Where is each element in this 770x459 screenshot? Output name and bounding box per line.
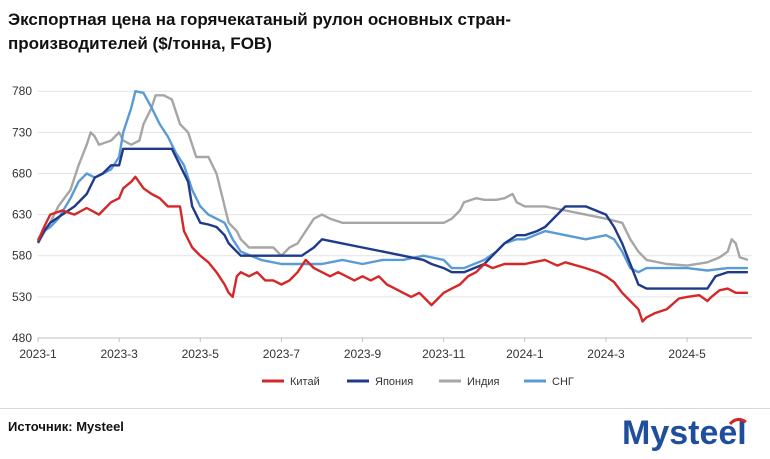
y-tick-label-530: 530 bbox=[12, 290, 32, 304]
x-tick-label-2023-1: 2023-1 bbox=[19, 347, 57, 361]
y-axis-ticks: 480 530 580 630 680 730 780 bbox=[12, 84, 32, 345]
x-tick-label-2023-3: 2023-3 bbox=[100, 347, 138, 361]
legend: Китай Япония Индия СНГ bbox=[262, 376, 574, 388]
x-tick-label-2024-5: 2024-5 bbox=[668, 347, 706, 361]
x-tick-label-2023-11: 2023-11 bbox=[422, 347, 465, 361]
y-tick-label-780: 780 bbox=[12, 84, 32, 98]
footer-divider bbox=[0, 408, 770, 409]
logo-wordmark: Mysteel bbox=[622, 414, 747, 452]
logo-swoosh bbox=[728, 417, 747, 426]
mysteel-logo: Mysteel bbox=[622, 414, 747, 452]
y-tick-label-680: 680 bbox=[12, 166, 32, 180]
legend-label-japan: Япония bbox=[375, 376, 413, 388]
y-tick-label-630: 630 bbox=[12, 208, 32, 222]
legend-label-cis: СНГ bbox=[552, 376, 574, 388]
series-layer bbox=[36, 90, 749, 323]
legend-label-india: Индия bbox=[467, 376, 500, 388]
series-line-cis bbox=[37, 90, 748, 274]
x-tick-label-2023-7: 2023-7 bbox=[263, 347, 301, 361]
x-axis-ticks: 2023-1 2023-3 2023-5 2023-7 2023-9 2023-11 202… bbox=[19, 337, 752, 361]
y-tick-label-730: 730 bbox=[12, 125, 32, 139]
chart-title: Экспортная цена на горячекатаный рулон о… bbox=[8, 10, 512, 53]
x-tick-label-2023-5: 2023-5 bbox=[182, 347, 220, 361]
source-note: Источник: Mysteel bbox=[8, 419, 124, 434]
y-tick-label-480: 480 bbox=[12, 331, 32, 345]
x-tick-label-2024-1: 2024-1 bbox=[506, 347, 544, 361]
x-tick-label-2023-9: 2023-9 bbox=[344, 347, 382, 361]
grid-layer bbox=[38, 90, 752, 339]
series-line-china bbox=[36, 175, 748, 323]
y-tick-label-580: 580 bbox=[12, 249, 32, 263]
series-line-india bbox=[36, 94, 749, 267]
series-line-japan bbox=[36, 147, 748, 290]
legend-label-china: Китай bbox=[290, 376, 320, 388]
x-tick-label-2024-3: 2024-3 bbox=[587, 347, 625, 361]
